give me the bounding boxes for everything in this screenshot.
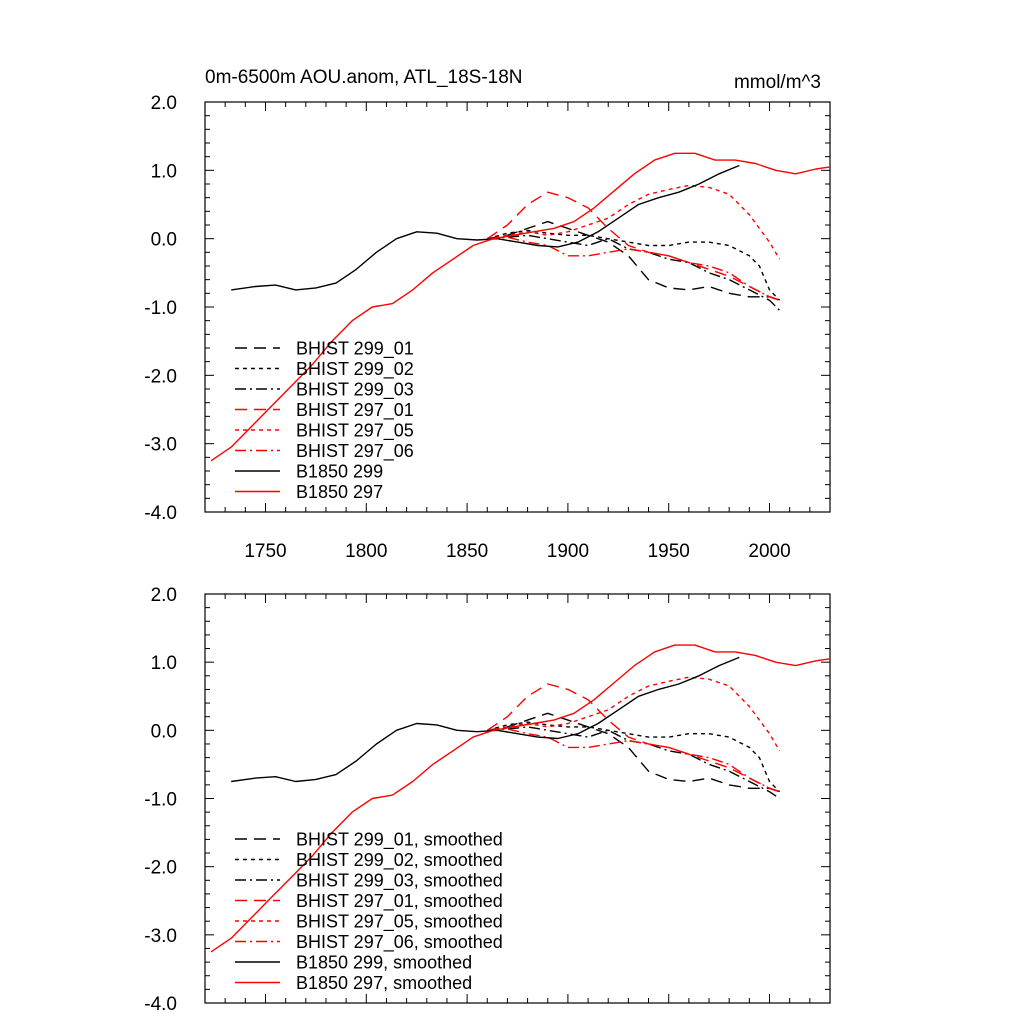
legend-label: BHIST 297_05, smoothed <box>296 912 503 933</box>
series-line-1 <box>487 721 781 793</box>
series-line-5 <box>487 728 780 793</box>
x-tick-label: 2000 <box>748 541 790 562</box>
legend-label: BHIST 299_01, smoothed <box>296 830 503 851</box>
x-tick-label: 1800 <box>345 541 387 562</box>
legend-label: B1850 297, smoothed <box>296 973 472 993</box>
y-tick-label: 2.0 <box>151 93 177 114</box>
series-line-5 <box>487 236 780 301</box>
top-panel-title: 0m-6500m AOU.anom, ATL_18S-18N <box>205 67 523 88</box>
series-line-0 <box>487 712 780 793</box>
x-tick-label: 1750 <box>244 541 286 562</box>
series-line-3 <box>486 683 780 793</box>
y-tick-label: -4.0 <box>144 994 177 1015</box>
y-tick-label: 1.0 <box>151 653 177 674</box>
bottom-panel: 2.0 1.0 0.0 -1.0 -2.0 -3.0 -4.0 BHIST 299_01, s… <box>144 585 831 1015</box>
series-line-2 <box>487 726 780 800</box>
series-line-6 <box>231 164 740 291</box>
y-tick-label: -2.0 <box>144 858 177 879</box>
series-line-7 <box>210 644 830 953</box>
y-tick-label: -3.0 <box>144 926 177 947</box>
y-tick-label: -3.0 <box>144 435 177 456</box>
series-line-3 <box>486 191 780 301</box>
top-panel-units: mmol/m^3 <box>734 72 821 93</box>
y-tick-label: 2.0 <box>151 585 177 606</box>
x-tick-label: 1850 <box>446 541 488 562</box>
x-tick-label: 1950 <box>648 541 690 562</box>
legend-label: B1850 297 <box>296 482 383 502</box>
y-tick-label: 0.0 <box>151 721 177 742</box>
series-line-0 <box>487 220 780 301</box>
legend-label: BHIST 299_02, smoothed <box>296 850 503 871</box>
y-tick-label: -1.0 <box>144 298 177 319</box>
y-tick-label: -4.0 <box>144 503 177 524</box>
legend-label: BHIST 299_01 <box>296 339 414 360</box>
x-tick-label: 1900 <box>547 541 589 562</box>
legend-label: BHIST 297_06 <box>296 441 414 462</box>
series-line-7 <box>210 152 830 462</box>
legend-label: BHIST 299_02 <box>296 359 414 380</box>
legend-label: BHIST 297_01, smoothed <box>296 891 503 912</box>
y-tick-label: -1.0 <box>144 790 177 811</box>
series-line-6 <box>231 656 740 783</box>
legend-label: BHIST 297_05 <box>296 421 414 442</box>
legend-label: BHIST 299_03, smoothed <box>296 871 503 892</box>
y-tick-label: 0.0 <box>151 230 177 251</box>
legend-label: BHIST 297_01 <box>296 400 414 421</box>
legend-label: BHIST 297_06, smoothed <box>296 932 503 953</box>
series-line-1 <box>487 229 781 301</box>
legend-label: BHIST 299_03 <box>296 380 414 401</box>
y-tick-label: 1.0 <box>151 161 177 182</box>
top-panel: 0m-6500m AOU.anom, ATL_18S-18N mmol/m^3 … <box>144 67 831 562</box>
y-tick-label: -2.0 <box>144 366 177 387</box>
series-line-4 <box>487 184 781 260</box>
legend-label: B1850 299 <box>296 462 383 482</box>
series-line-4 <box>487 676 781 752</box>
legend-label: B1850 299, smoothed <box>296 953 472 973</box>
